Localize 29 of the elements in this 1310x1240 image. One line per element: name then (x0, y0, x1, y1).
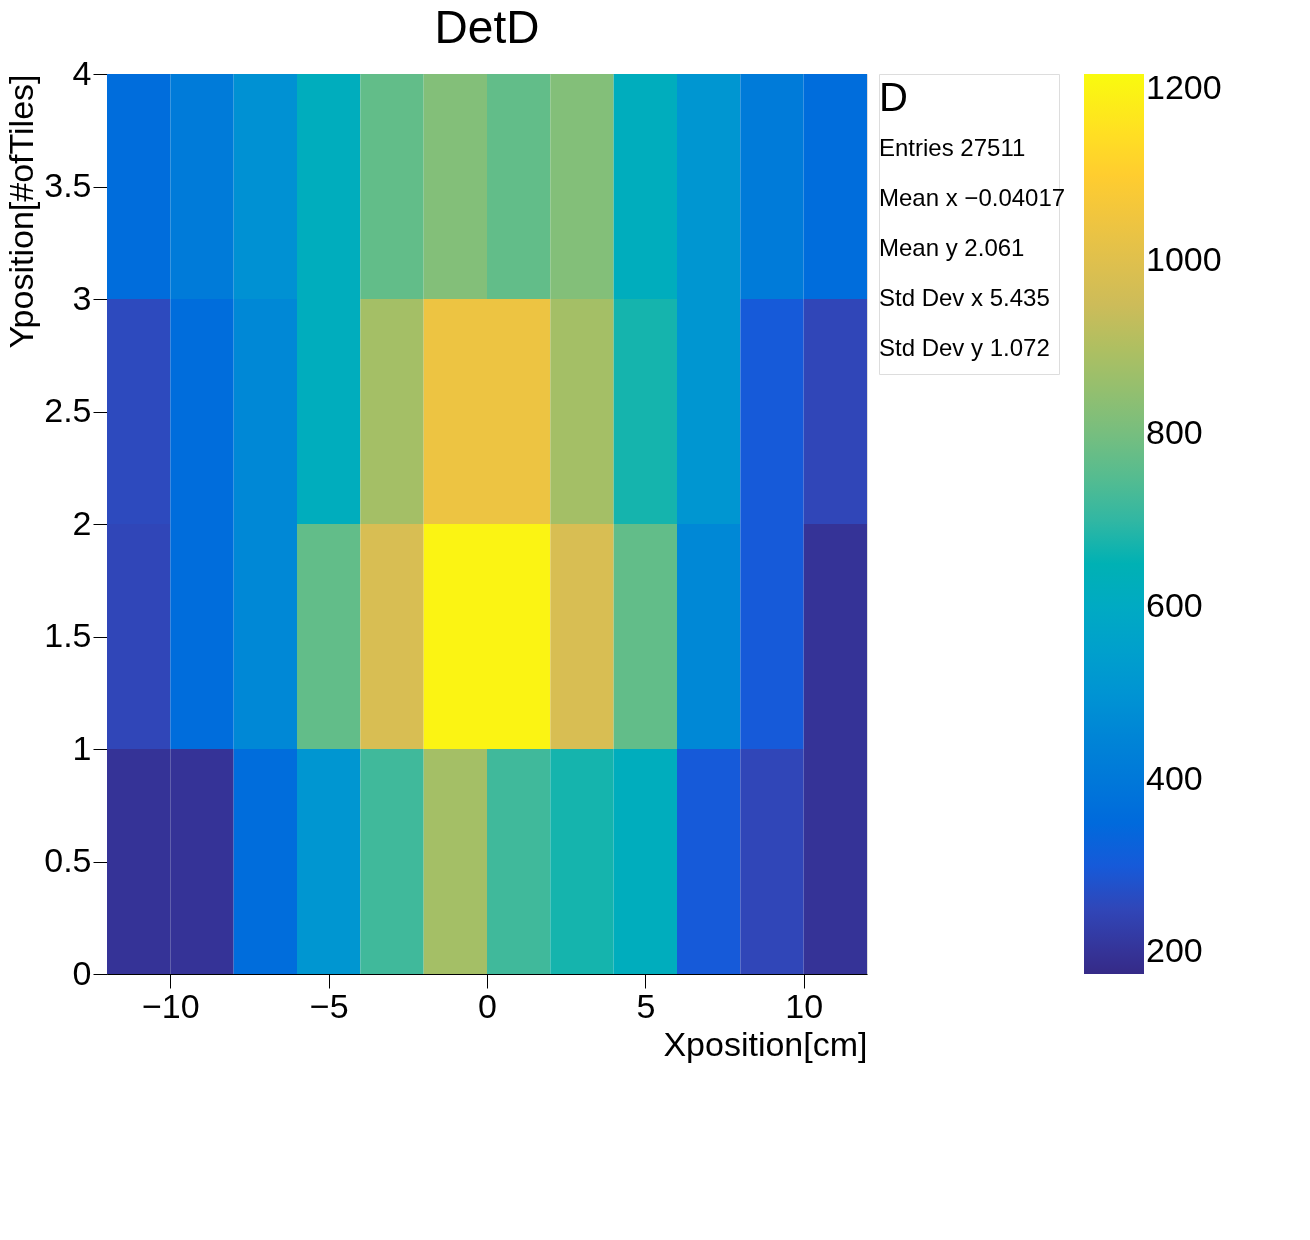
y-tick-label: 1 (72, 728, 92, 767)
y-axis-title: Yposition[#ofTiles] (2, 74, 41, 349)
color-bar-label: 400 (1146, 758, 1203, 797)
text: D (879, 75, 908, 119)
text: Std Dev y 1.072 (879, 334, 1050, 361)
y-tick-label: 1.5 (44, 616, 92, 654)
x-tick-label: 10 (785, 986, 824, 1025)
y-tick-label: 2 (72, 503, 92, 542)
color-bar-label: 800 (1146, 413, 1203, 452)
y-tick-label: 0.5 (44, 841, 92, 879)
color-bar-label: 1200 (1146, 67, 1222, 106)
y-tick-label: 4 (72, 53, 92, 92)
text: Entries 27511 (879, 134, 1026, 161)
y-tick-label: 2.5 (44, 391, 92, 429)
x-tick-label: −5 (309, 986, 349, 1025)
chart-title: DetD (434, 1, 540, 53)
x-tick-label: 0 (478, 986, 497, 1025)
color-bar-label: 600 (1146, 585, 1203, 624)
y-tick-label: 3 (72, 278, 92, 317)
y-tick-label: 0 (72, 953, 92, 992)
color-bar-label: 200 (1146, 931, 1203, 970)
x-axis-title: Xposition[cm] (663, 1024, 868, 1063)
text: Mean y 2.061 (879, 234, 1025, 261)
x-tick-label: −10 (141, 986, 200, 1025)
color-bar-label: 1000 (1146, 240, 1222, 279)
x-tick-label: 5 (636, 986, 656, 1025)
y-tick-label: 3.5 (44, 166, 92, 204)
text: Mean x −0.04017 (879, 184, 1066, 211)
text: Std Dev x 5.435 (879, 284, 1050, 311)
